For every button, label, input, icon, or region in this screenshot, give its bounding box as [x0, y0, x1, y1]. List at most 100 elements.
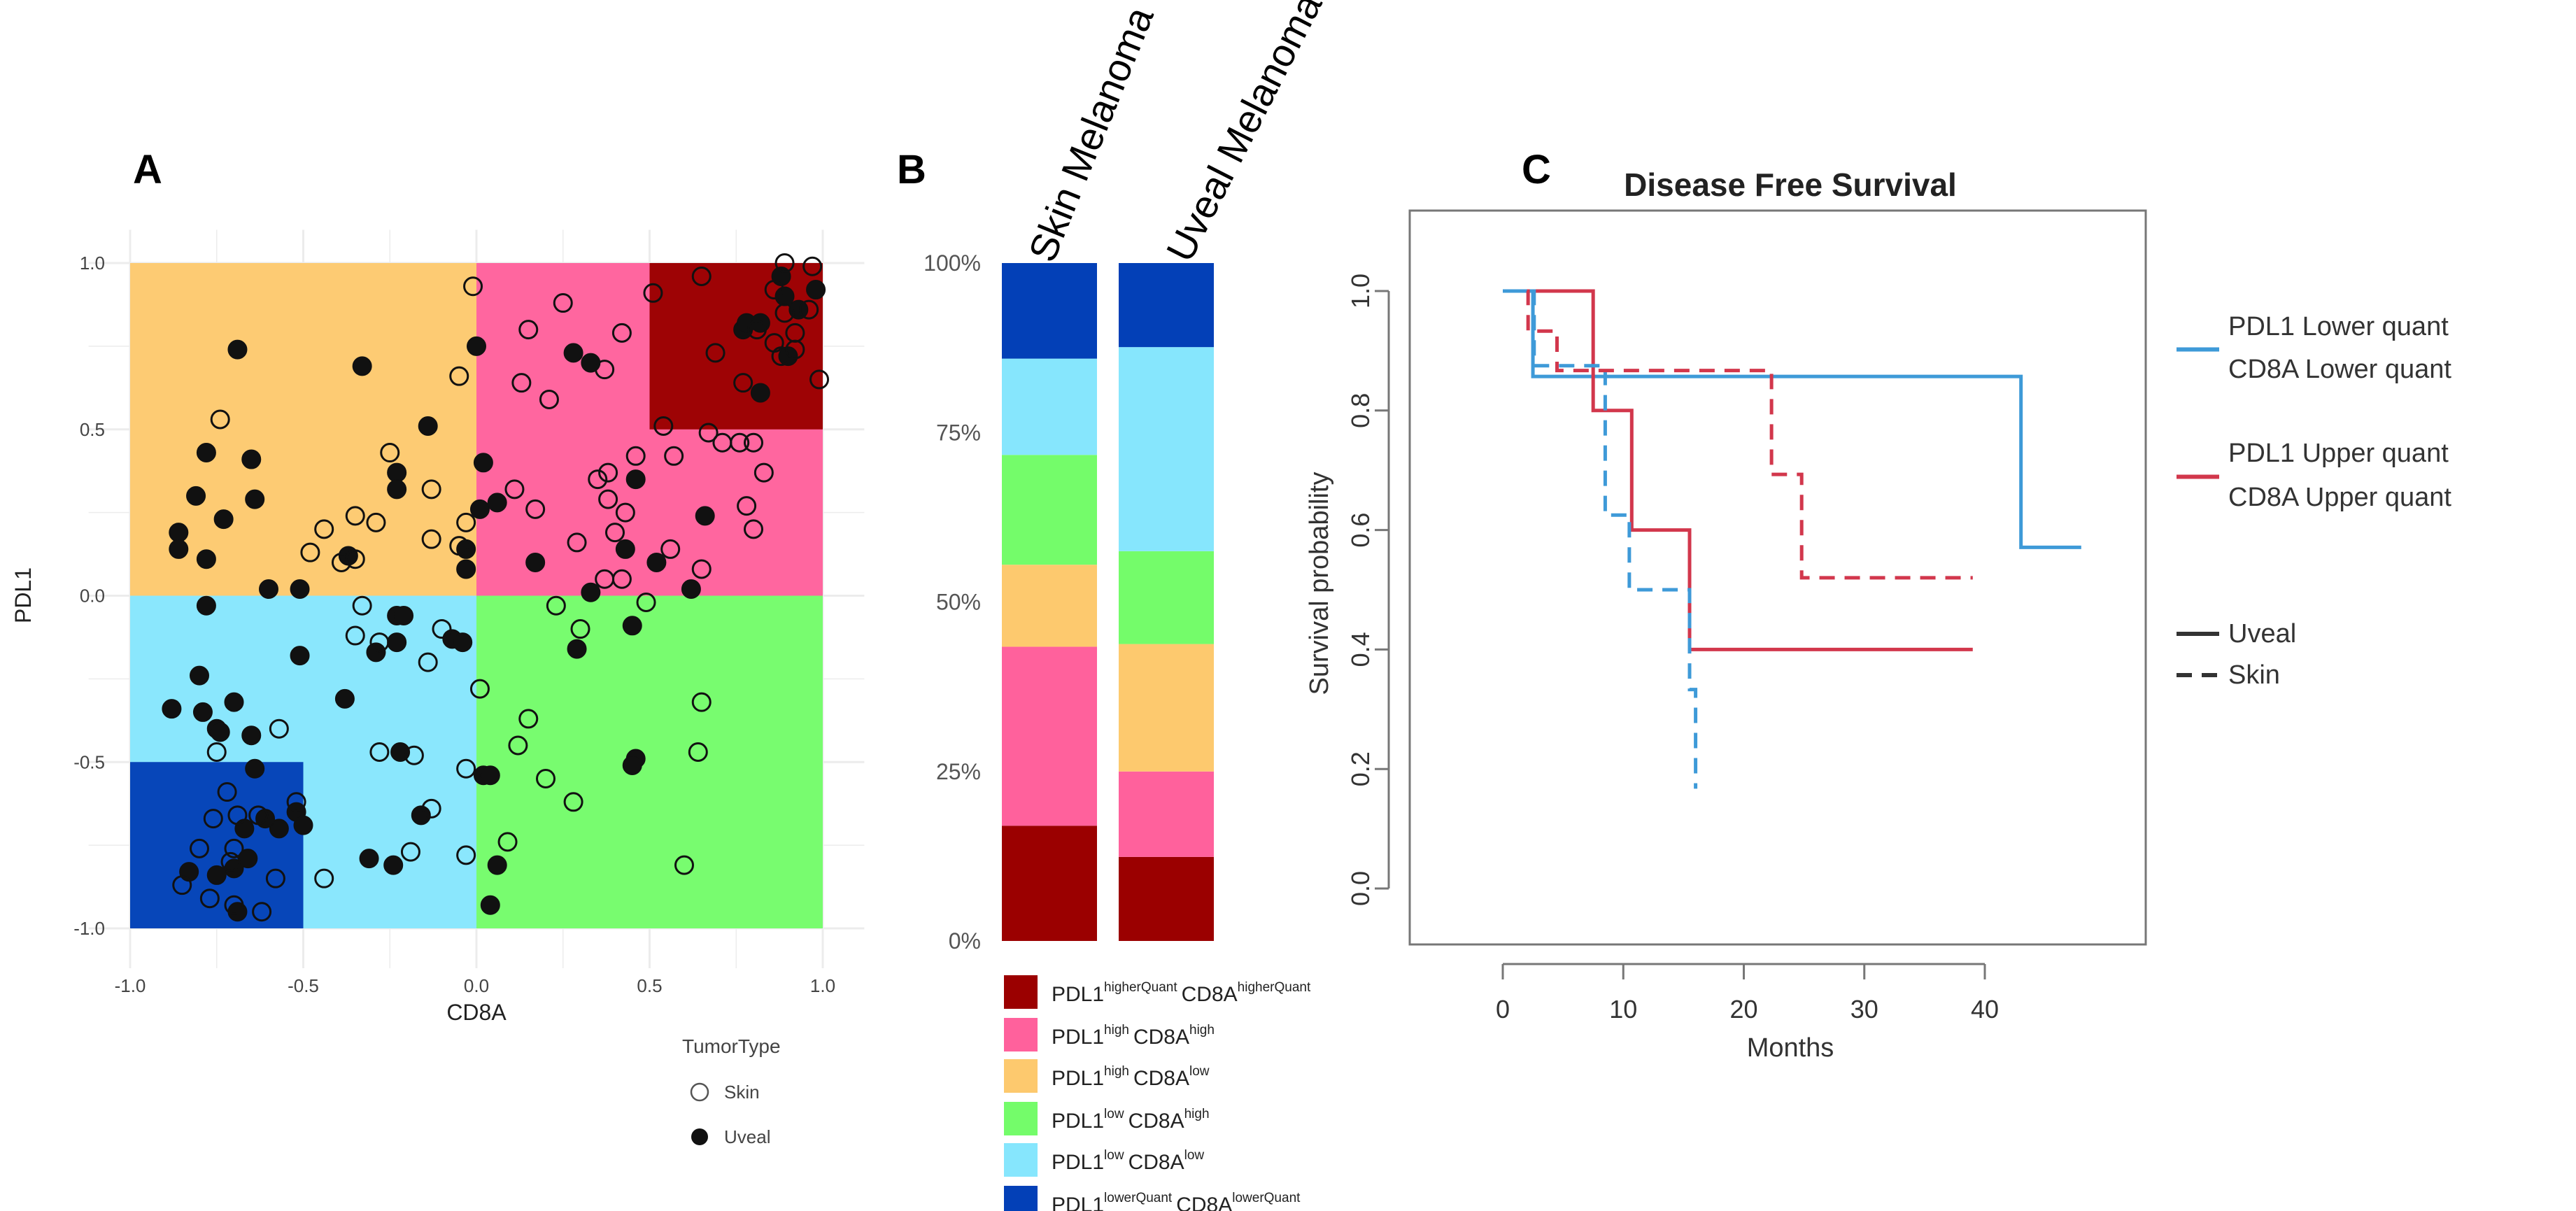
km-title: Disease Free Survival — [1624, 167, 1957, 203]
point-skin — [248, 805, 269, 826]
point-skin — [774, 303, 795, 323]
legend-swatch-highlow — [1004, 1059, 1038, 1093]
point-skin — [774, 253, 795, 273]
point-uveal — [456, 539, 476, 559]
bars — [1002, 263, 1214, 941]
point-skin — [203, 809, 223, 829]
point-skin — [449, 366, 469, 386]
point-skin — [190, 838, 209, 858]
point-uveal — [581, 353, 601, 373]
legend-sup: low — [1104, 1148, 1124, 1163]
point-skin — [653, 416, 674, 436]
km-x-label: Months — [1747, 1033, 1834, 1063]
legend-gene: CD8A — [1182, 983, 1238, 1006]
point-skin — [691, 267, 712, 287]
point-uveal — [469, 499, 490, 519]
point-uveal — [806, 280, 826, 300]
km-legend-label: PDL1 Upper quant — [2228, 439, 2449, 468]
point-skin — [802, 256, 823, 276]
legend-sup: low — [1189, 1064, 1210, 1079]
point-uveal — [290, 646, 310, 666]
point-uveal — [196, 549, 216, 569]
point-uveal — [387, 632, 407, 653]
bar-y-tick-label: 25% — [936, 759, 981, 784]
point-uveal — [387, 462, 407, 483]
legend-sup: low — [1104, 1107, 1124, 1121]
panel-letter-b: B — [897, 147, 926, 192]
point-skin — [469, 679, 490, 699]
point-skin — [588, 469, 608, 490]
point-uveal — [255, 809, 276, 829]
point-skin — [369, 742, 390, 762]
bar-segment-highhigh — [1119, 771, 1214, 857]
bar-segment-higherQuant — [1002, 826, 1097, 941]
point-uveal — [581, 582, 601, 602]
km-curves — [1503, 289, 2081, 789]
point-uveal — [169, 523, 189, 543]
point-skin — [737, 496, 757, 516]
point-skin — [345, 549, 365, 569]
km-plot-box — [1408, 209, 2147, 946]
point-skin — [314, 519, 334, 539]
bar-segment-highlow — [1119, 644, 1214, 772]
point-uveal — [227, 902, 248, 922]
point-uveal — [162, 699, 182, 719]
x-tick-label: -1.0 — [115, 975, 146, 996]
point-skin — [744, 432, 763, 453]
point-skin — [456, 512, 476, 532]
point-skin — [345, 625, 365, 646]
km-curve-upper-quant-uveal — [1533, 289, 1973, 651]
km-legend-style-label: Uveal — [2228, 619, 2296, 649]
point-uveal — [563, 343, 583, 363]
panel-b-stacked-bars: B Skin Melanoma Uveal Melanoma 0% 25% 50% 7… — [897, 0, 1331, 1211]
point-uveal — [293, 815, 313, 835]
panel-letter-c: C — [1522, 147, 1551, 192]
km-y-tick-label: 0.6 — [1346, 513, 1375, 548]
km-legend-label: CD8A Lower quant — [2228, 355, 2451, 384]
point-skin — [172, 875, 192, 895]
legend-label-lowerQuant: PDL1lowerQuant CD8AlowerQuant — [1052, 1191, 1301, 1211]
point-uveal — [480, 895, 500, 915]
point-skin — [563, 792, 583, 812]
point-skin — [217, 782, 237, 802]
point-skin — [744, 519, 763, 539]
x-tick-label: 1.0 — [810, 975, 835, 996]
point-uveal — [213, 509, 234, 530]
x-tick-label: 0.0 — [464, 975, 489, 996]
point-uveal — [245, 489, 265, 509]
point-skin — [432, 619, 452, 639]
point-uveal — [241, 449, 262, 469]
point-skin — [664, 446, 684, 466]
bar-segment-lowhigh — [1119, 551, 1214, 644]
km-y-tick-label: 0.2 — [1346, 751, 1375, 786]
point-skin — [456, 758, 476, 779]
legend-sup: lowerQuant — [1104, 1191, 1173, 1205]
point-uveal — [418, 416, 438, 436]
point-uveal — [750, 313, 770, 333]
point-uveal — [487, 855, 507, 875]
legend-gene: CD8A — [1176, 1194, 1232, 1211]
point-skin — [421, 529, 441, 549]
point-skin — [691, 692, 712, 712]
point-uveal — [695, 506, 715, 526]
scatter-ticks: -1.0 -0.5 0.0 0.5 1.0 1.0 0.5 0.0 -0.5 -1.0 — [73, 253, 835, 996]
km-x-tick-label: 40 — [1971, 995, 1999, 1024]
point-skin — [785, 339, 805, 360]
point-uveal — [646, 552, 667, 572]
point-skin — [705, 343, 726, 363]
legend-swatch-higherQuant — [1004, 975, 1038, 1009]
km-curve-upper-quant-skin — [1526, 289, 1973, 580]
bar-y-tick-label: 100% — [923, 250, 981, 276]
point-uveal — [206, 865, 227, 885]
legend-gene: PDL1 — [1052, 1110, 1104, 1133]
scatter-regions — [130, 263, 823, 928]
legend-gene: CD8A — [1133, 1067, 1189, 1090]
point-uveal — [774, 286, 795, 306]
legend-label-highhigh: PDL1high CD8Ahigh — [1052, 1023, 1215, 1049]
legend-label-lowlow: PDL1low CD8Alow — [1052, 1148, 1204, 1174]
point-skin — [404, 745, 424, 765]
point-uveal — [241, 725, 262, 746]
point-skin — [611, 569, 632, 589]
x-tick-label: 0.5 — [637, 975, 662, 996]
